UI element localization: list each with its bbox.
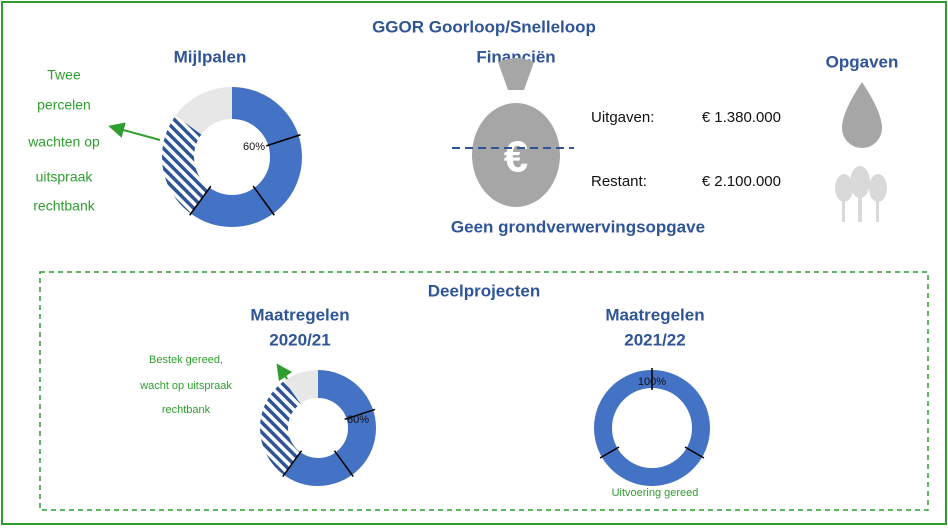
annotation-arrow — [108, 122, 161, 141]
donut-segment — [162, 87, 302, 227]
tasks-title: Opgaven — [826, 52, 899, 71]
project-title: 2020/21 — [269, 330, 330, 349]
divider — [344, 408, 376, 421]
money-bag-icon: € — [472, 58, 560, 207]
project-title: Maatregelen — [250, 305, 349, 324]
value-label: 60% — [347, 414, 369, 426]
subprojects-border — [39, 271, 929, 511]
divider — [266, 134, 301, 147]
wheat-icon — [835, 166, 887, 222]
annotation-line: Bestek gereed, — [149, 354, 223, 366]
annotation-line: uitspraak — [36, 169, 94, 185]
annotation-line: Uitvoering gereed — [612, 487, 699, 499]
svg-text:€: € — [504, 133, 528, 182]
milestones-title: Mijlpalen — [174, 47, 247, 66]
value-label: 100% — [638, 376, 666, 388]
finance-label: Uitgaven: — [591, 109, 654, 126]
finance-amount: € 2.100.000 — [702, 173, 781, 190]
finance-note: Geen grondverwervingsopgave — [451, 217, 705, 236]
divider — [282, 450, 303, 477]
annotation-line: rechtbank — [162, 404, 211, 416]
subprojects-title: Deelprojecten — [428, 281, 540, 300]
divider — [599, 446, 620, 459]
annotation-line: Twee — [47, 67, 81, 83]
divider — [333, 450, 354, 477]
finance-title: Financiën — [476, 47, 555, 66]
annotation-line: rechtbank — [33, 198, 95, 214]
drop-icon — [842, 82, 882, 148]
annotation-line: percelen — [37, 97, 91, 113]
donut-segment — [260, 370, 376, 486]
donut-segment — [260, 370, 376, 486]
divider — [684, 446, 705, 459]
donut-segment — [594, 370, 710, 486]
finance-label: Restant: — [591, 173, 647, 190]
value-label: 60% — [243, 141, 265, 153]
finance-amount: € 1.380.000 — [702, 109, 781, 126]
annotation-line: wachten op — [27, 134, 100, 150]
project-title: Maatregelen — [605, 305, 704, 324]
annotation-line: wacht op uitspraak — [139, 380, 232, 392]
divider — [189, 185, 212, 216]
milestones-annotation: Twee percelen wachten op uitspraak recht… — [27, 67, 100, 214]
divider — [252, 185, 275, 216]
project-title: 2021/22 — [624, 330, 685, 349]
donut-segment — [162, 87, 302, 227]
title: GGOR Goorloop/Snelleloop — [372, 17, 596, 36]
project-annotation: Bestek gereed, wacht op uitspraak rechtb… — [139, 354, 698, 499]
